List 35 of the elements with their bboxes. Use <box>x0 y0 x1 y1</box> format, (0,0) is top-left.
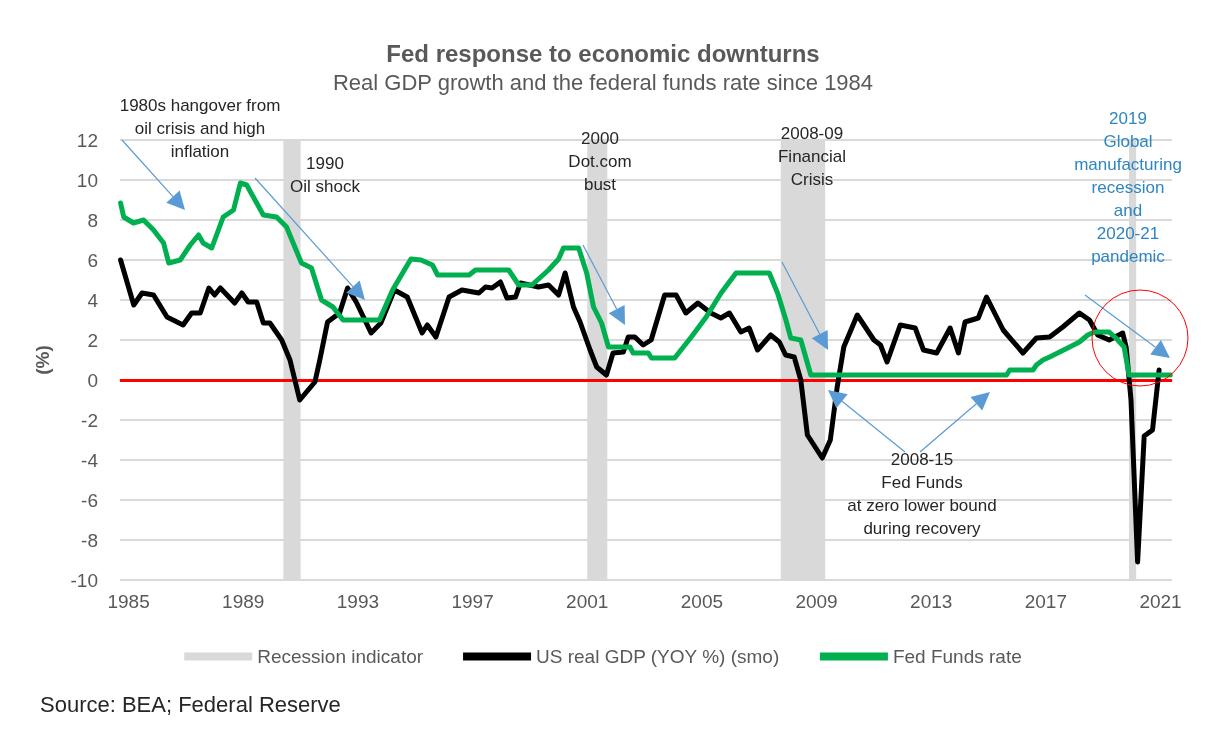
y-tick-label: 10 <box>76 169 98 191</box>
annotation: 2000 Dot.com bust <box>568 128 632 196</box>
y-tick-label: 6 <box>87 249 98 271</box>
x-tick-label: 2021 <box>1139 591 1182 612</box>
y-tick-label: -4 <box>81 449 99 471</box>
x-tick-label: 2017 <box>1024 591 1068 612</box>
y-tick-label: 4 <box>87 289 99 311</box>
annotation: 2008-15 Fed Funds at zero lower bound during recovery <box>847 449 997 540</box>
chart-title: Fed response to economic downturns <box>386 39 820 67</box>
annotation: 1980s hangover from oil crisis and high inflation <box>119 95 281 163</box>
x-tick-label: 2009 <box>795 591 838 612</box>
y-tick-label: 8 <box>87 209 98 231</box>
y-tick-label: 0 <box>87 369 98 391</box>
x-tick-label: 2013 <box>910 591 953 612</box>
x-tick-label: 1993 <box>336 591 380 612</box>
y-tick-label: -8 <box>81 529 98 551</box>
legend-label: Fed Funds rate <box>892 646 1022 667</box>
annotation: 2019 Global manufacturing recession and 2020-21 pandemic <box>1074 108 1182 268</box>
annotation: 2008-09 Financial Crisis <box>777 123 847 191</box>
x-tick-label: 1985 <box>107 591 150 612</box>
y-tick-label: -6 <box>81 489 98 511</box>
y-axis-title: (%) <box>32 345 53 375</box>
chart-subtitle: Real GDP growth and the federal funds rate since 1984 <box>332 69 874 95</box>
y-tick-label: 2 <box>87 329 98 351</box>
y-tick-label: -2 <box>81 409 98 431</box>
source-note: Source: BEA; Federal Reserve <box>40 692 341 717</box>
x-tick-label: 1997 <box>451 591 494 612</box>
x-tick-label: 2005 <box>680 591 724 612</box>
y-tick-label: 12 <box>76 129 98 151</box>
legend-label: Recession indicator <box>257 646 424 667</box>
x-tick-label: 2001 <box>566 591 609 612</box>
legend-label: US real GDP (YOY %) (smo) <box>536 646 780 667</box>
x-tick-label: 1989 <box>222 591 265 612</box>
annotation: 1990 Oil shock <box>290 153 360 198</box>
y-tick-label: -10 <box>70 569 98 591</box>
